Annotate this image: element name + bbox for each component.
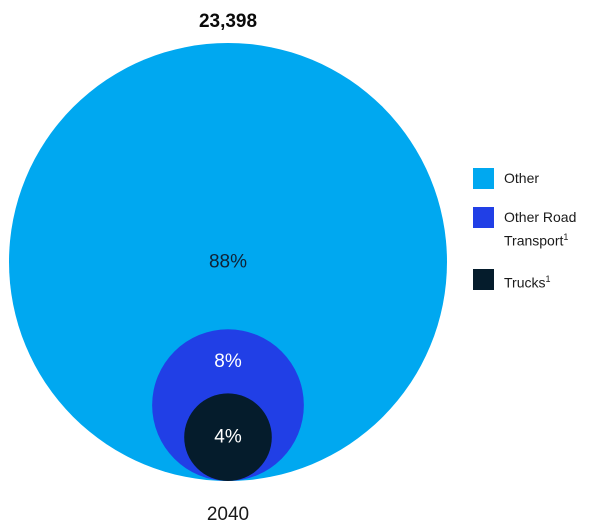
data-label-other: 88% — [209, 252, 247, 273]
category-label: 2040 — [207, 504, 249, 525]
legend-label: Other — [504, 170, 540, 186]
chart-title: 23,398 — [199, 11, 257, 32]
bubble-trucks — [184, 393, 272, 482]
legend: Other Other Road Transport1 Trucks1 — [473, 168, 597, 310]
bubble-other — [9, 43, 447, 481]
legend-label: Other Road Transport1 — [504, 209, 577, 249]
legend-item-other-road-transport: Other Road Transport1 — [473, 207, 597, 251]
legend-item-trucks: Trucks1 — [473, 268, 597, 293]
legend-label: Trucks1 — [504, 273, 551, 291]
legend-item-other: Other — [473, 168, 597, 189]
data-label-other-road-transport: 8% — [214, 351, 242, 372]
legend-swatch — [473, 268, 494, 290]
legend-swatch — [473, 168, 494, 189]
legend-swatch — [473, 207, 494, 228]
data-label-trucks: 4% — [214, 427, 242, 448]
